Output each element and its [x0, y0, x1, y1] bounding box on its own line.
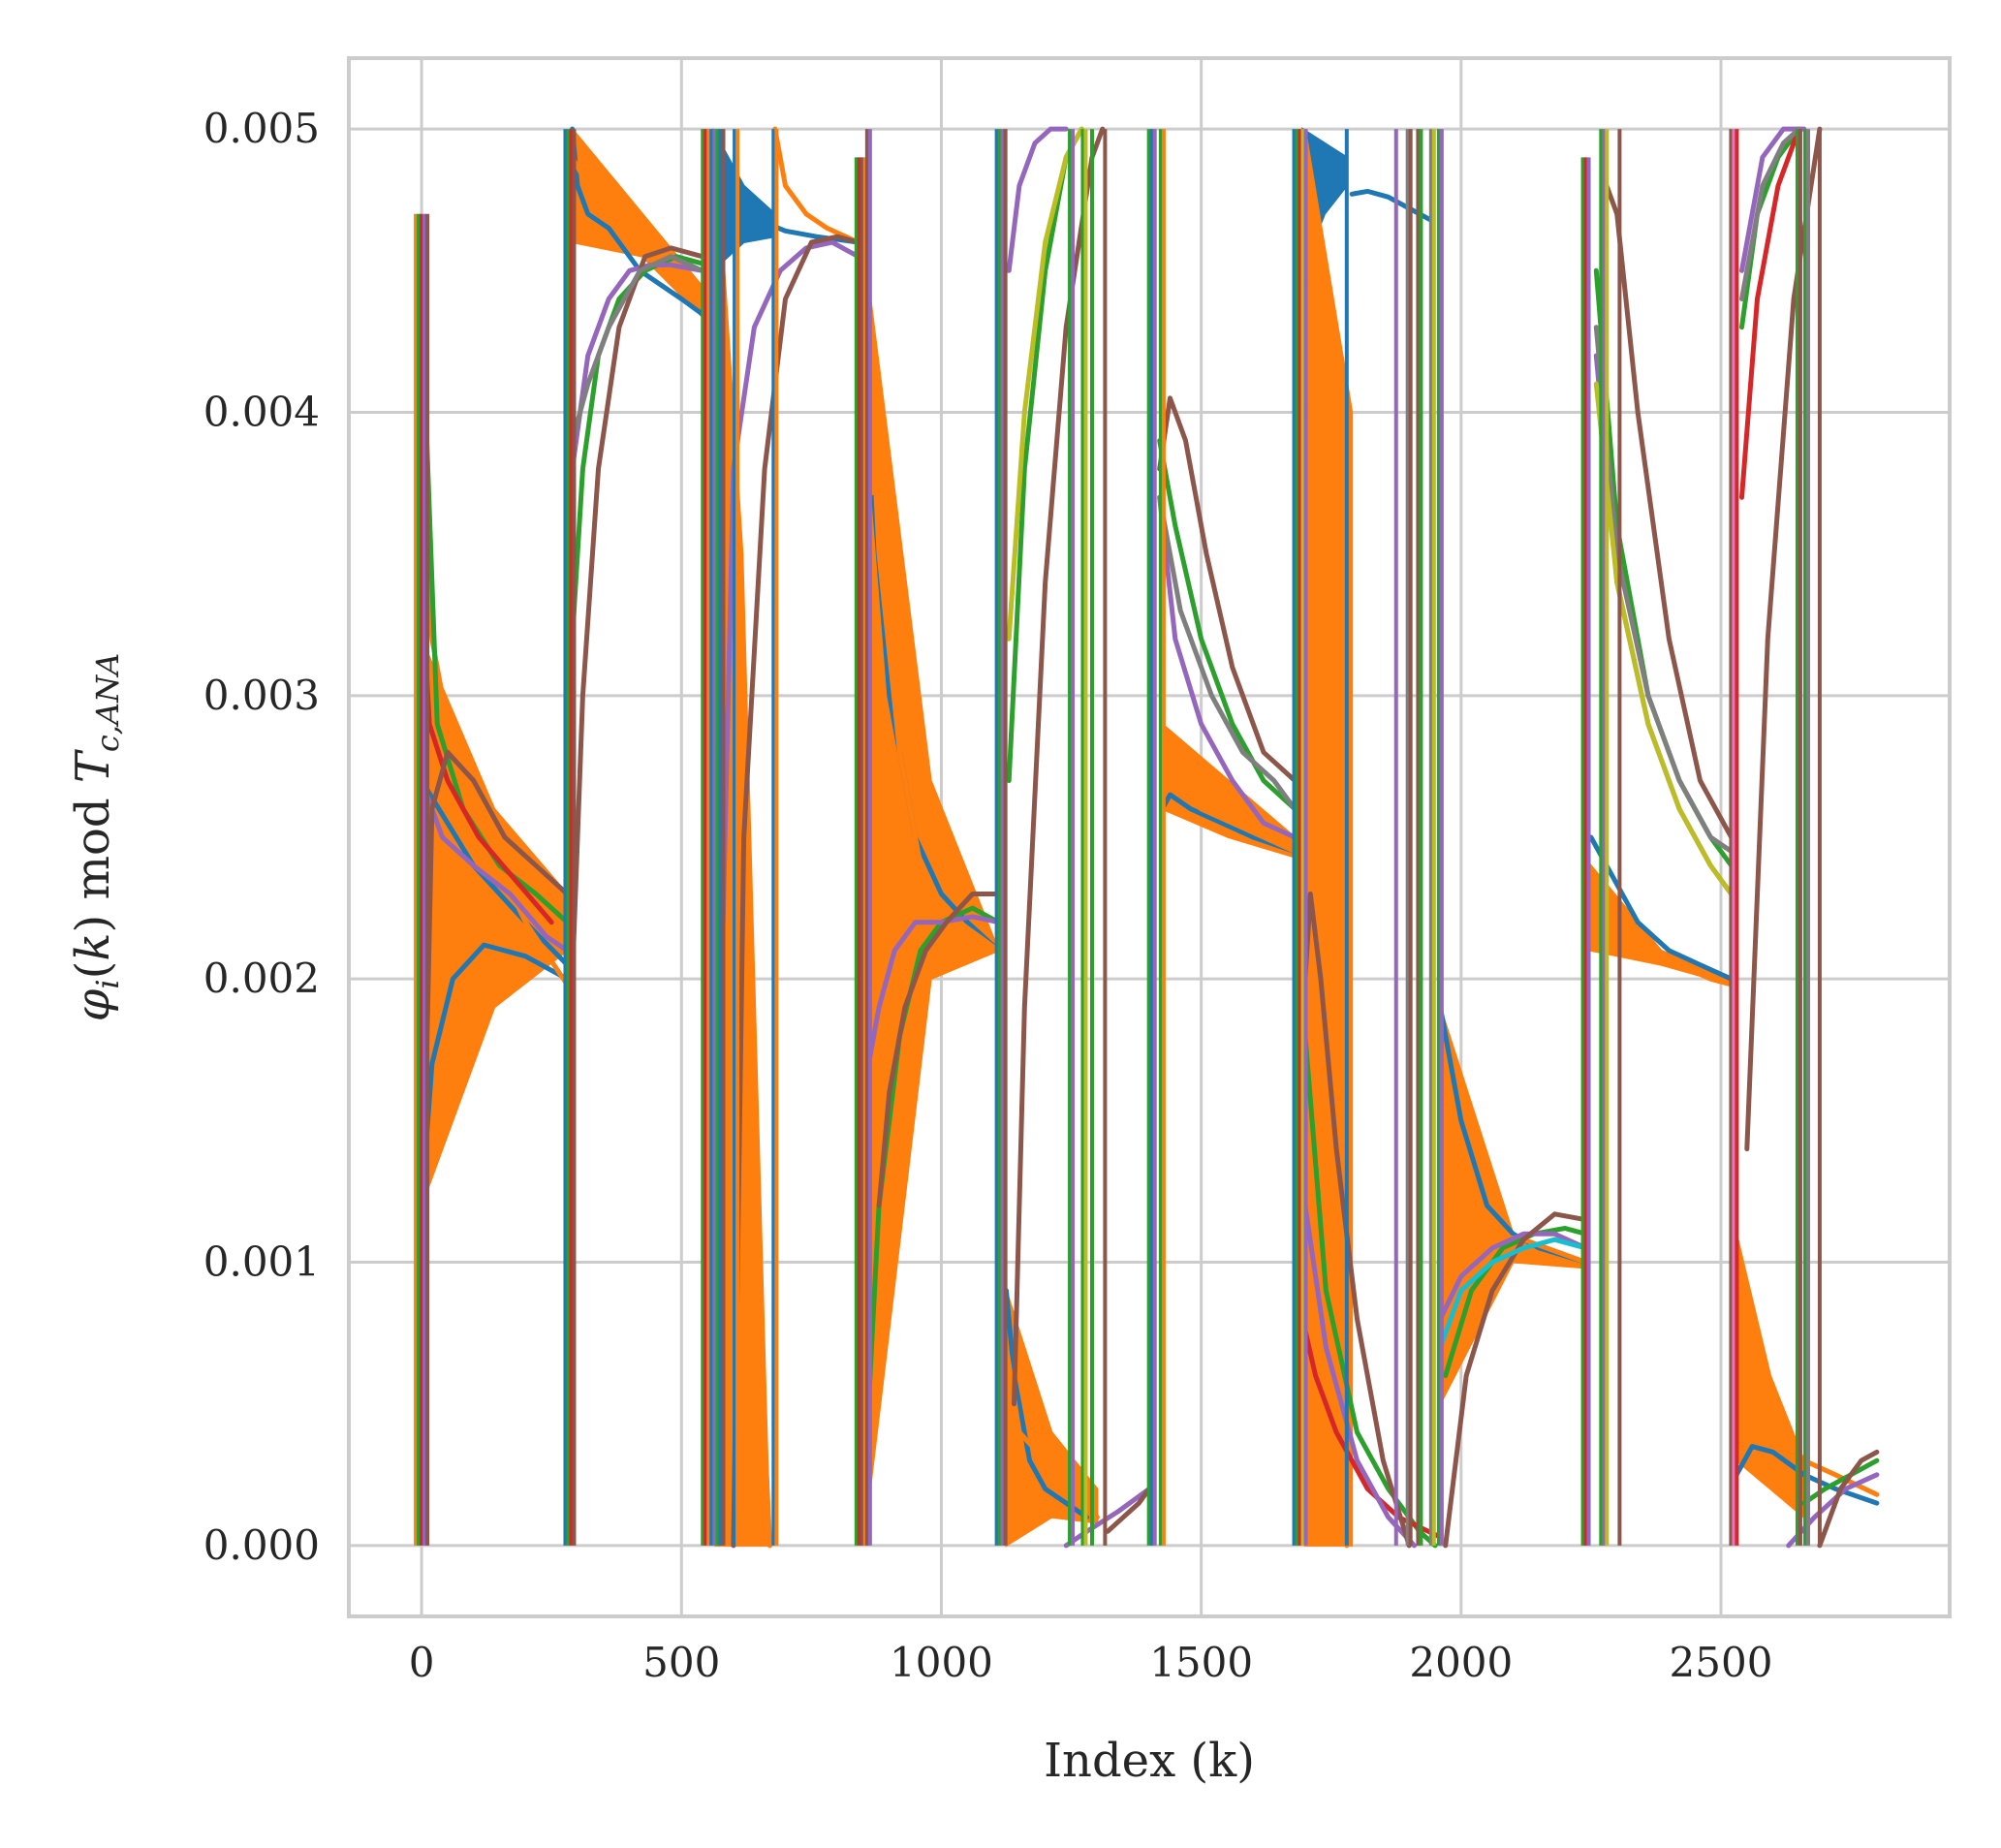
series-line — [1739, 126, 1807, 273]
y-axis-label: φi(k) mod Tc,ANA — [66, 653, 126, 1021]
series-line — [1159, 749, 1298, 855]
series-line — [1739, 126, 1801, 330]
series-line — [1739, 126, 1801, 500]
series-line — [419, 494, 570, 987]
series-line — [1817, 1449, 1880, 1549]
series-line — [570, 245, 705, 982]
series-line — [419, 942, 570, 1208]
series-line — [1157, 395, 1298, 783]
y-tick-label: 0.001 — [203, 1238, 320, 1286]
series-line — [1298, 892, 1412, 1549]
series-line — [1593, 381, 1735, 896]
series-line — [1437, 1231, 1588, 1322]
series-line — [1349, 188, 1433, 223]
jump-layer — [414, 129, 1822, 1546]
series-line — [1593, 325, 1735, 855]
series-line — [419, 778, 570, 954]
series-line — [570, 254, 705, 444]
series-line — [1604, 183, 1735, 840]
plot-area — [414, 126, 1880, 1549]
series-line — [570, 262, 705, 472]
x-tick-label: 500 — [642, 1639, 720, 1686]
y-tick-label: 0.004 — [203, 388, 320, 435]
series-line — [570, 154, 705, 301]
series-line — [1801, 1457, 1880, 1506]
y-tick-label: 0.003 — [203, 672, 320, 719]
series-line — [860, 239, 1001, 954]
x-axis-label: Index (k) — [1044, 1734, 1255, 1788]
series-line — [1299, 1316, 1443, 1540]
y-tick-label: 0.005 — [203, 105, 320, 152]
series-line — [876, 892, 1001, 1208]
y-tick-label: 0.002 — [203, 955, 320, 1002]
series-line — [1159, 792, 1298, 855]
series-line — [865, 914, 1001, 1067]
series-line — [1443, 1226, 1588, 1378]
series-line — [419, 778, 570, 968]
series-line — [1437, 1175, 1588, 1265]
series-line — [1588, 892, 1735, 987]
x-tick-label: 1500 — [1149, 1639, 1253, 1686]
y-axis-ticks: 0.000 0.001 0.002 0.003 0.004 0.005 — [203, 105, 320, 1569]
series-line — [1006, 126, 1069, 273]
series-line — [1105, 1486, 1152, 1534]
series-line — [1157, 494, 1298, 812]
series-line — [570, 126, 715, 325]
series-line — [731, 234, 861, 1549]
x-tick-label: 2500 — [1670, 1639, 1773, 1686]
series-line — [772, 126, 861, 245]
plot-frame — [347, 56, 1952, 1618]
x-tick-label: 1000 — [890, 1639, 993, 1686]
x-tick-label: 0 — [409, 1639, 435, 1686]
y-tick-label: 0.000 — [203, 1521, 320, 1569]
series-line — [419, 749, 570, 1294]
series-line — [871, 494, 1001, 954]
series-line — [1739, 126, 1801, 301]
series-line — [1443, 1211, 1588, 1549]
x-tick-label: 2000 — [1409, 1639, 1513, 1686]
series-line — [1437, 1237, 1588, 1350]
series-line — [1157, 438, 1298, 812]
series-line — [1157, 494, 1298, 840]
series-line — [1063, 1486, 1152, 1549]
x-axis-ticks: 0 500 1000 1500 2000 2500 — [409, 1639, 1773, 1686]
